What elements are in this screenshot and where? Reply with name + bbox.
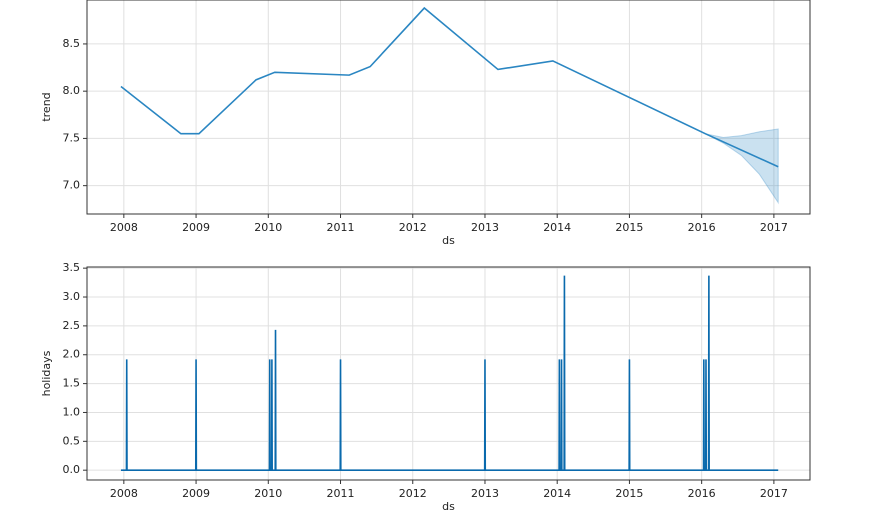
x-tick-label: 2016 [688, 221, 716, 234]
x-tick-label: 2012 [399, 221, 427, 234]
uncertainty-band [705, 128, 779, 205]
y-tick-label: 3.5 [63, 261, 81, 274]
y-tick-label: 7.5 [63, 131, 81, 144]
x-tick-label: 2013 [471, 221, 499, 234]
x-tick-label: 2015 [615, 487, 643, 500]
line [120, 6, 779, 168]
line [120, 275, 779, 471]
x-tick-label: 2011 [327, 221, 355, 234]
y-tick-label: 2.5 [63, 319, 81, 332]
y-axis-label: holidays [40, 350, 53, 396]
x-tick-label: 2014 [543, 221, 571, 234]
plot-frame [86, 0, 811, 215]
x-tick-label: 2014 [543, 487, 571, 500]
plot-frame [86, 266, 811, 481]
y-tick-label: 1.5 [63, 377, 81, 390]
x-tick-label: 2015 [615, 221, 643, 234]
x-axis-label: ds [442, 234, 455, 247]
x-tick-label: 2008 [110, 487, 138, 500]
x-tick-label: 2009 [182, 487, 210, 500]
y-tick-label: 3.0 [63, 290, 81, 303]
y-axis-label: trend [40, 92, 53, 121]
y-tick-label: 1.0 [63, 405, 81, 418]
x-tick-label: 2017 [760, 221, 788, 234]
y-tick-label: 0.0 [63, 463, 81, 476]
x-tick-label: 2008 [110, 221, 138, 234]
x-tick-label: 2012 [399, 487, 427, 500]
y-tick-label: 8.5 [63, 37, 81, 50]
y-tick-label: 0.5 [63, 434, 81, 447]
x-tick-label: 2010 [254, 221, 282, 234]
x-tick-label: 2017 [760, 487, 788, 500]
y-tick-label: 8.0 [63, 84, 81, 97]
x-tick-label: 2016 [688, 487, 716, 500]
y-tick-label: 2.0 [63, 348, 81, 361]
x-tick-label: 2009 [182, 221, 210, 234]
x-tick-label: 2010 [254, 487, 282, 500]
x-axis-label: ds [442, 500, 455, 512]
x-tick-label: 2013 [471, 487, 499, 500]
x-tick-label: 2011 [327, 487, 355, 500]
y-tick-label: 7.0 [63, 179, 81, 192]
